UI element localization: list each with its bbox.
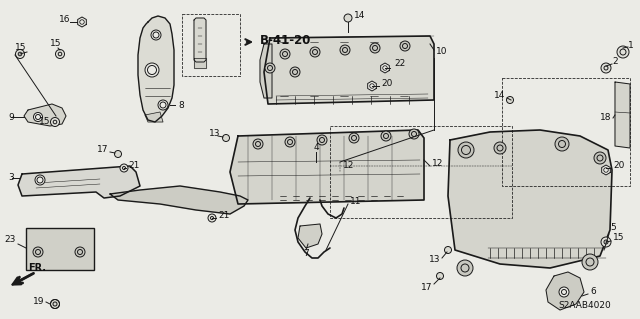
Polygon shape [145, 112, 163, 122]
Bar [26, 228, 94, 270]
Polygon shape [194, 58, 206, 68]
Polygon shape [602, 165, 611, 175]
Circle shape [370, 43, 380, 53]
Circle shape [56, 49, 65, 58]
Circle shape [458, 142, 474, 158]
Circle shape [145, 63, 159, 77]
Text: 15: 15 [39, 117, 51, 127]
Bar [502, 78, 630, 186]
Circle shape [15, 49, 24, 58]
Text: 19: 19 [33, 298, 44, 307]
Circle shape [265, 63, 275, 73]
Polygon shape [77, 17, 86, 27]
Polygon shape [110, 186, 248, 214]
Circle shape [344, 14, 352, 22]
Circle shape [158, 100, 168, 110]
Text: FR.: FR. [28, 263, 46, 273]
Text: 20: 20 [381, 79, 392, 88]
Polygon shape [260, 44, 272, 98]
Circle shape [457, 260, 473, 276]
Text: 4: 4 [313, 144, 319, 152]
Circle shape [436, 272, 444, 279]
Text: 10: 10 [436, 48, 447, 56]
Bar [182, 14, 240, 76]
Text: B-41-20: B-41-20 [260, 33, 312, 47]
Text: 12: 12 [432, 160, 444, 168]
Text: 21: 21 [128, 160, 140, 169]
Circle shape [253, 139, 263, 149]
Text: 5: 5 [610, 224, 616, 233]
Circle shape [445, 247, 451, 254]
Text: 14: 14 [493, 92, 505, 100]
Polygon shape [24, 104, 66, 126]
Text: 3: 3 [8, 174, 13, 182]
Circle shape [310, 47, 320, 57]
Circle shape [280, 49, 290, 59]
Text: 13: 13 [429, 256, 440, 264]
Bar [330, 126, 512, 218]
Circle shape [494, 142, 506, 154]
Polygon shape [448, 130, 612, 268]
Polygon shape [381, 63, 389, 73]
Text: 20: 20 [613, 160, 625, 169]
Circle shape [555, 137, 569, 151]
Text: 22: 22 [394, 60, 405, 69]
Circle shape [51, 300, 60, 308]
Circle shape [506, 97, 513, 103]
Circle shape [559, 287, 569, 297]
Circle shape [582, 254, 598, 270]
Text: 15: 15 [15, 43, 26, 53]
Polygon shape [546, 272, 584, 310]
Circle shape [208, 214, 216, 222]
Polygon shape [230, 130, 424, 204]
Circle shape [409, 129, 419, 139]
Polygon shape [615, 82, 630, 148]
Polygon shape [264, 36, 434, 104]
Text: 17: 17 [97, 145, 108, 154]
Circle shape [75, 247, 85, 257]
Text: S2AAB4020: S2AAB4020 [558, 301, 611, 310]
Circle shape [340, 45, 350, 55]
Polygon shape [367, 81, 376, 91]
Text: 12: 12 [343, 160, 355, 169]
Circle shape [51, 117, 60, 127]
Text: 2: 2 [612, 57, 618, 66]
Text: 7: 7 [303, 249, 309, 258]
Polygon shape [18, 166, 140, 198]
Circle shape [317, 135, 327, 145]
Circle shape [33, 113, 42, 122]
Text: 6: 6 [590, 287, 596, 296]
Circle shape [349, 133, 359, 143]
Text: 16: 16 [58, 14, 70, 24]
Circle shape [617, 46, 629, 58]
Circle shape [223, 135, 230, 142]
Circle shape [35, 175, 45, 185]
Text: 1: 1 [628, 41, 634, 49]
Circle shape [381, 131, 391, 141]
Text: 13: 13 [209, 130, 220, 138]
Circle shape [290, 67, 300, 77]
Polygon shape [138, 16, 174, 122]
Text: 15: 15 [613, 234, 625, 242]
Polygon shape [298, 224, 322, 248]
Text: 21: 21 [218, 211, 229, 220]
Text: 15: 15 [50, 40, 61, 48]
Circle shape [400, 41, 410, 51]
Circle shape [601, 63, 611, 73]
Text: 14: 14 [354, 11, 365, 20]
Circle shape [594, 152, 606, 164]
Text: 23: 23 [4, 235, 16, 244]
Circle shape [151, 30, 161, 40]
Circle shape [601, 237, 611, 247]
Circle shape [120, 164, 128, 172]
Circle shape [285, 137, 295, 147]
Circle shape [33, 247, 43, 257]
Text: 17: 17 [420, 284, 432, 293]
Text: 9: 9 [8, 113, 13, 122]
Polygon shape [194, 18, 206, 62]
Circle shape [115, 151, 122, 158]
Text: 8: 8 [178, 100, 184, 109]
Text: 11: 11 [350, 197, 362, 206]
Text: 18: 18 [600, 114, 611, 122]
